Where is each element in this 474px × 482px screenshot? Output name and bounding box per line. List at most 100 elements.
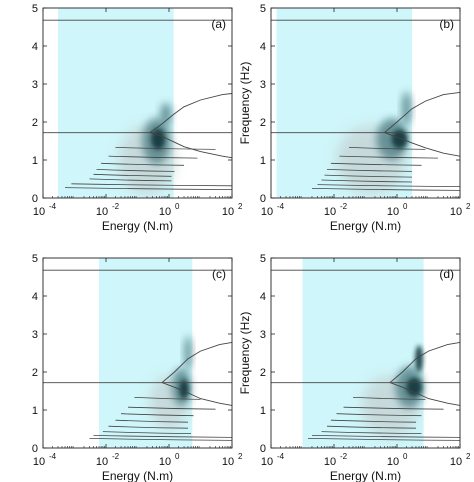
y-tick-label: 1	[260, 155, 266, 167]
y-tick-label: 3	[32, 79, 38, 91]
axes-frame	[270, 7, 461, 199]
x-axis-label: Energy (N.m)	[330, 469, 401, 482]
backbone-branch	[311, 435, 460, 438]
energy-region-mid	[184, 335, 192, 371]
energy-region-dark	[391, 129, 408, 149]
x-axis-label: Energy (N.m)	[102, 219, 173, 233]
backbone-branch	[348, 147, 426, 150]
y-tick-label: 4	[32, 291, 38, 303]
backbone-branch	[96, 169, 175, 172]
x-tick-label: 10	[324, 206, 336, 218]
backbone-branch	[330, 162, 422, 166]
y-tick-label: 5	[32, 253, 38, 265]
axes-frame	[42, 7, 233, 199]
backbone-branch	[311, 188, 460, 191]
x-tick-label: 10	[159, 456, 171, 468]
x-tick-label: 10	[33, 456, 45, 468]
y-tick-label: 2	[260, 117, 266, 129]
backbone-branch	[324, 174, 413, 178]
y-tick-label: 0	[260, 193, 266, 205]
x-tick-label: 10	[159, 206, 171, 218]
branch-curve-lower	[149, 132, 232, 159]
backbone-branch	[102, 431, 192, 434]
backbone-branch	[127, 406, 216, 410]
energy-region-mid	[160, 103, 172, 126]
y-tick-label: 3	[260, 79, 266, 91]
backbone-branch	[93, 435, 232, 438]
backbone-branch	[101, 162, 185, 166]
x-tick-label: 10	[450, 456, 462, 468]
x-tick-label: 10	[450, 206, 462, 218]
y-tick-label: 4	[260, 291, 266, 303]
backbone-branch	[317, 184, 460, 187]
y-tick-label: 3	[32, 329, 38, 341]
y-axis-label: Frequency (Hz)	[238, 312, 252, 395]
branch-curve-upper	[161, 341, 232, 383]
backbone-branch	[326, 169, 413, 172]
x-tick-exponent: -2	[112, 452, 120, 461]
x-tick-exponent: 0	[403, 452, 408, 461]
y-tick-label: 5	[260, 3, 266, 15]
backbone-branch	[89, 438, 232, 441]
x-tick-exponent: -4	[277, 202, 285, 211]
panel-label: (b)	[439, 17, 454, 31]
x-axis-label: Energy (N.m)	[102, 469, 173, 482]
axes-frame	[270, 257, 461, 449]
backbone-branch	[93, 173, 172, 177]
plot-area	[271, 258, 460, 448]
backbone-branch	[108, 425, 189, 429]
y-tick-label: 2	[32, 117, 38, 129]
y-tick-label: 0	[260, 443, 266, 455]
y-tick-label: 5	[260, 253, 266, 265]
x-tick-exponent: 2	[466, 452, 471, 461]
x-tick-exponent: 2	[466, 202, 471, 211]
backbone-branch	[321, 179, 413, 183]
backbone-branch	[120, 413, 194, 417]
backbone-branch	[330, 419, 417, 423]
branch-curve-upper	[389, 341, 460, 383]
backbone-branch	[307, 438, 460, 441]
x-tick-label: 10	[96, 206, 108, 218]
energy-region-mid	[401, 91, 412, 126]
branch-curve-upper	[149, 93, 232, 133]
y-tick-label: 4	[32, 41, 38, 53]
backbone-branch	[108, 155, 198, 159]
x-tick-exponent: 0	[175, 202, 180, 211]
energy-region-dark	[179, 379, 189, 399]
backbone-branch	[336, 413, 422, 417]
x-tick-exponent: -4	[49, 452, 57, 461]
backbone-branch	[115, 147, 216, 150]
branch-curve-lower	[161, 382, 232, 406]
x-tick-label: 10	[387, 206, 399, 218]
x-tick-exponent: -4	[49, 202, 57, 211]
backbone-branch	[115, 419, 189, 423]
plot-area	[43, 8, 232, 198]
y-tick-label: 0	[32, 443, 38, 455]
y-tick-label: 2	[260, 367, 266, 379]
backbone-branch	[134, 397, 201, 400]
plot-area	[271, 8, 460, 198]
y-tick-label: 4	[260, 41, 266, 53]
y-tick-label: 1	[260, 405, 266, 417]
x-tick-exponent: -2	[340, 452, 348, 461]
branch-curve-lower	[389, 382, 460, 406]
backbone-branch	[352, 397, 426, 400]
y-tick-label: 3	[260, 329, 266, 341]
x-tick-exponent: -4	[277, 452, 285, 461]
x-tick-label: 10	[222, 206, 234, 218]
backbone-branch	[343, 406, 444, 410]
y-tick-label: 5	[32, 3, 38, 15]
backbone-branch	[321, 431, 422, 434]
x-tick-exponent: 0	[403, 202, 408, 211]
energy-region-dark	[415, 345, 423, 373]
branch-curve-lower	[384, 132, 460, 157]
y-tick-label: 1	[32, 155, 38, 167]
axes-frame	[42, 257, 233, 449]
x-tick-label: 10	[222, 456, 234, 468]
x-tick-label: 10	[387, 456, 399, 468]
plot-area	[43, 258, 232, 448]
x-tick-exponent: 2	[238, 452, 243, 461]
